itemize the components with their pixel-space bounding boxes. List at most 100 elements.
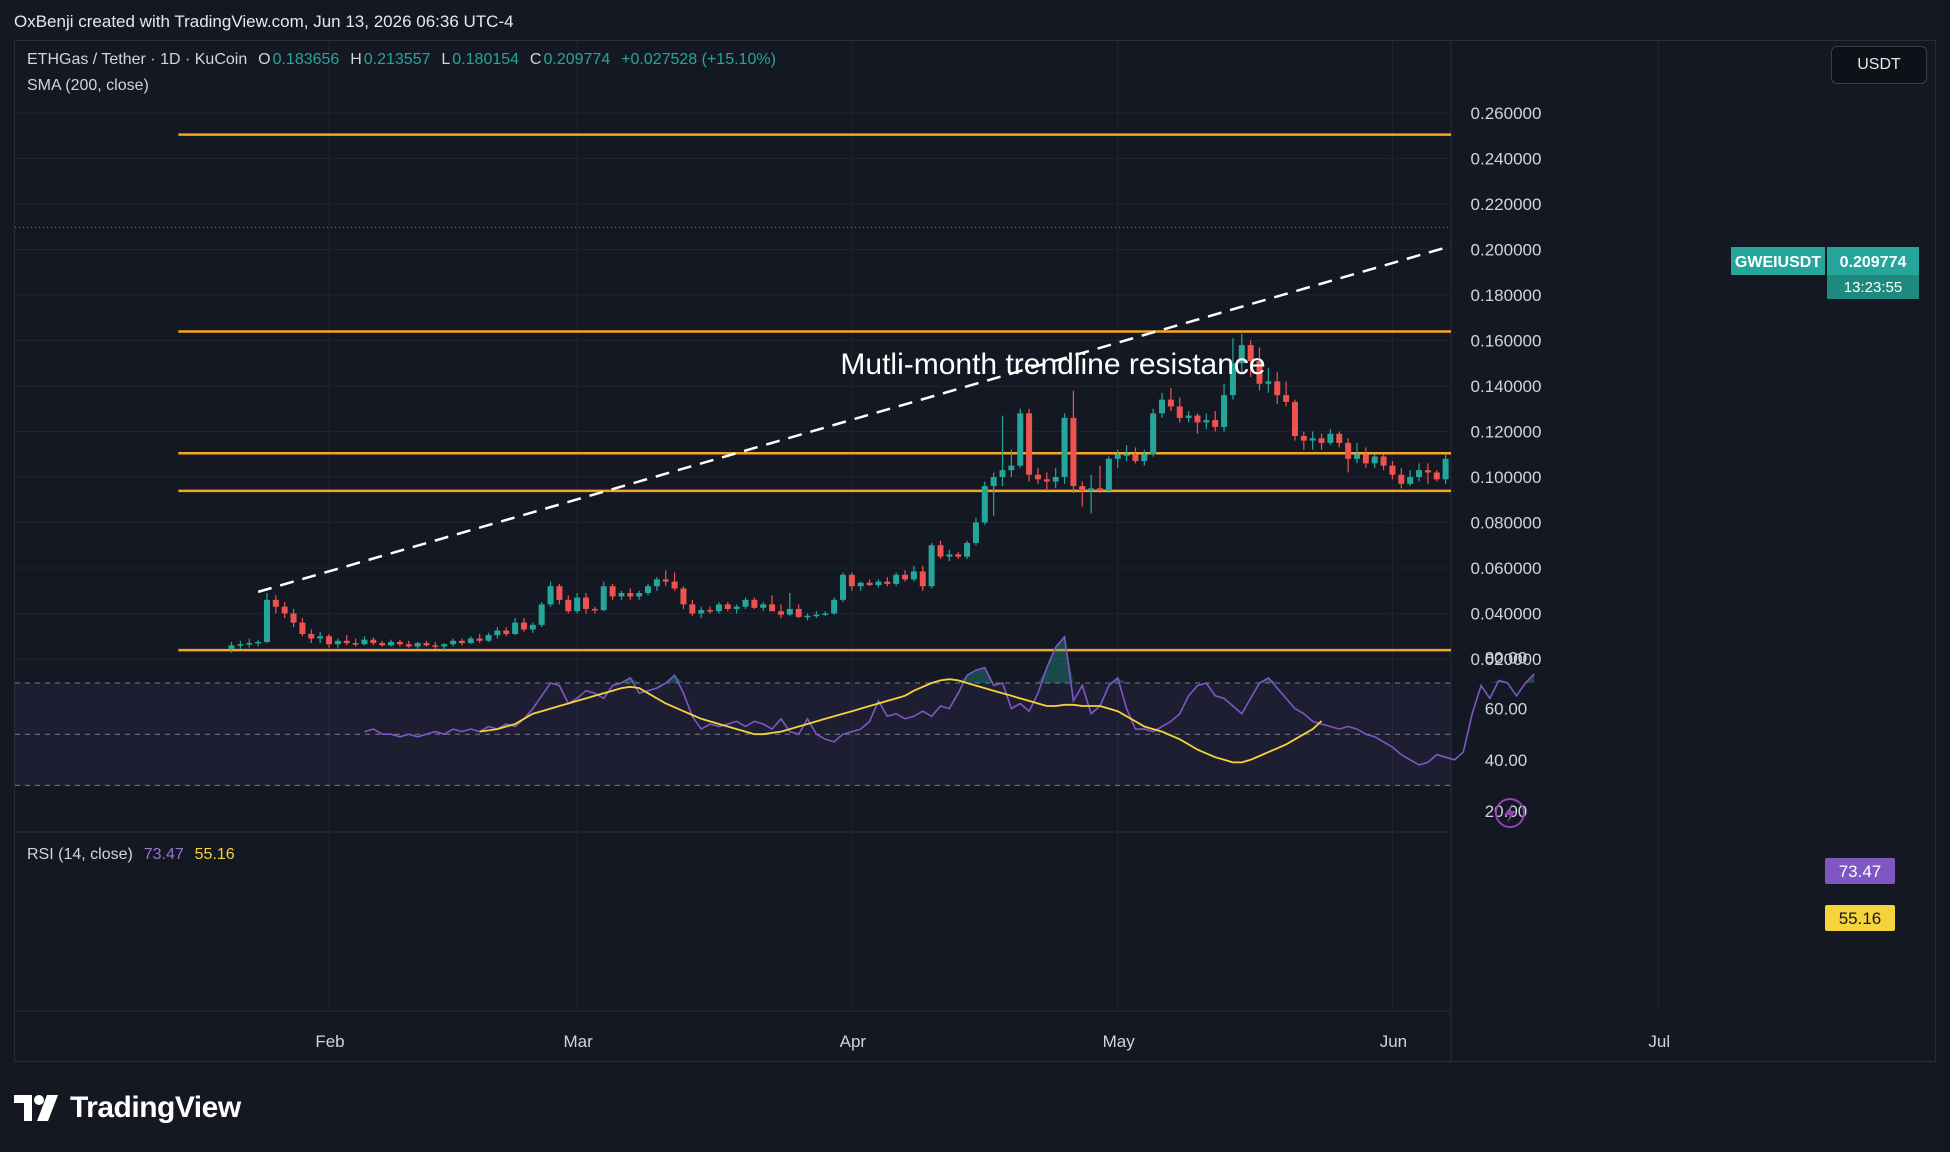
sma-label: SMA (200, close)	[27, 77, 149, 94]
price-tick: 0.100000	[1471, 468, 1542, 487]
candle-body	[591, 608, 598, 611]
candle-body	[760, 604, 767, 608]
candle-body	[547, 586, 554, 605]
candle-body	[396, 641, 403, 645]
candle-body	[1353, 454, 1360, 459]
candle-body	[999, 470, 1006, 477]
candle-body	[1105, 458, 1112, 491]
sma-legend[interactable]: SMA (200, close)	[27, 77, 151, 95]
rsi-tick: 80.00	[1485, 648, 1528, 667]
time-tick: May	[1103, 1032, 1136, 1051]
candle-body	[804, 615, 811, 618]
candle-body	[1309, 438, 1316, 441]
candle-body	[476, 638, 483, 641]
high-value: 0.213557	[363, 51, 431, 68]
time-axis[interactable]: Feb Mar Apr May Jun Jul	[315, 1032, 1670, 1051]
candle-body	[875, 581, 882, 586]
rsi-label: RSI (14, close)	[27, 846, 133, 863]
rsi-line	[364, 635, 1535, 766]
candle-body	[884, 581, 891, 584]
candle-body	[1212, 420, 1219, 427]
candle-body	[529, 624, 536, 630]
candle-body	[600, 586, 607, 611]
price-tick: 0.120000	[1471, 423, 1542, 442]
candle-body	[1371, 456, 1378, 464]
candle-body	[822, 613, 829, 615]
price-axis[interactable]: 0.020000 0.040000 0.060000 0.080000 0.100000…	[1471, 104, 1542, 821]
chart-canvas[interactable]: 1.618 (0.250491) 1 (0.163943) 0.618 (0.110…	[15, 41, 1935, 1061]
candle-body	[1043, 479, 1050, 482]
rsi-ma-badge	[1825, 905, 1895, 931]
candles	[228, 333, 1466, 653]
lightning-icon[interactable]	[1495, 798, 1525, 828]
candle-body	[1203, 420, 1210, 423]
rsi-legend-value: 73.47	[143, 846, 184, 863]
candle-body	[618, 593, 625, 597]
candle-body	[671, 581, 678, 589]
fib-label: 0.5 (0.093920)	[1602, 484, 1706, 501]
ohlc-legend: ETHGas / Tether · 1D · KuCoin O 0.183656 …	[27, 51, 778, 69]
price-tick: 0.140000	[1471, 377, 1542, 396]
rsi-overbought-fill	[364, 636, 1535, 683]
badge-countdown-bg	[1827, 275, 1919, 299]
rsi-value-badges: 73.47 55.16	[1825, 858, 1895, 931]
candle-body	[556, 586, 563, 600]
rsi-value-badge-text: 73.47	[1839, 862, 1882, 881]
candle-body	[689, 604, 696, 614]
candle-body	[653, 579, 660, 587]
candle-body	[414, 643, 421, 647]
candle-body	[1380, 456, 1387, 466]
candle-body	[582, 597, 589, 609]
rsi-ma-badge-text: 55.16	[1839, 909, 1882, 928]
candle-body	[326, 636, 332, 645]
candle-body	[1132, 454, 1139, 462]
candle-body	[1460, 377, 1466, 420]
footer-brand[interactable]: TradingView	[14, 1088, 241, 1128]
candle-body	[574, 597, 581, 612]
candle-body	[1150, 413, 1157, 455]
candle-body	[1256, 360, 1263, 384]
candle-body	[866, 582, 873, 586]
candle-body	[1229, 363, 1236, 396]
candle-body	[981, 486, 988, 523]
candle-body	[1008, 465, 1015, 471]
tradingview-logo-icon	[14, 1095, 58, 1121]
candle-body	[352, 643, 359, 645]
candle-body	[680, 588, 687, 605]
rsi-legend[interactable]: RSI (14, close) 73.47 55.16	[27, 846, 237, 864]
time-tick: Jul	[1648, 1032, 1670, 1051]
candle-body	[857, 582, 864, 587]
trendline-annotation: Mutli-month trendline resistance	[840, 348, 1265, 381]
candle-body	[361, 639, 368, 645]
candle-body	[281, 606, 288, 614]
candle-body	[1407, 477, 1414, 484]
candle-body	[1345, 442, 1352, 459]
candle-body	[503, 630, 510, 634]
candle-body	[1424, 470, 1431, 473]
candle-body	[565, 599, 572, 612]
symbol-name[interactable]: ETHGas / Tether · 1D · KuCoin	[27, 51, 248, 68]
candle-body	[299, 622, 306, 634]
badge-ticker: GWEIUSDT	[1735, 254, 1821, 271]
candle-body	[1247, 345, 1254, 361]
candle-body	[972, 522, 979, 543]
fib-label: 0 (0.023898)	[1602, 643, 1693, 660]
chart-panel[interactable]: 1.618 (0.250491) 1 (0.163943) 0.618 (0.110…	[14, 40, 1936, 1062]
brand-name: TradingView	[70, 1091, 241, 1124]
candle-body	[1433, 472, 1440, 480]
price-tick: 0.220000	[1471, 195, 1542, 214]
candle-body	[769, 604, 776, 612]
price-tick: 0.020000	[1471, 650, 1542, 669]
candle-body	[450, 640, 457, 645]
currency-button[interactable]: USDT	[1831, 46, 1927, 84]
candle-body	[1096, 488, 1103, 491]
candle-body	[1451, 377, 1457, 459]
candle-body	[334, 640, 341, 645]
candle-body	[733, 606, 740, 609]
price-tick: 0.180000	[1471, 286, 1542, 305]
open-label: O	[258, 51, 271, 68]
attribution-text: OxBenji created with TradingView.com, Ju…	[14, 12, 514, 31]
candle-body	[441, 644, 448, 647]
candle-body	[1176, 406, 1183, 418]
rsi-legend-ma: 55.16	[194, 846, 235, 863]
